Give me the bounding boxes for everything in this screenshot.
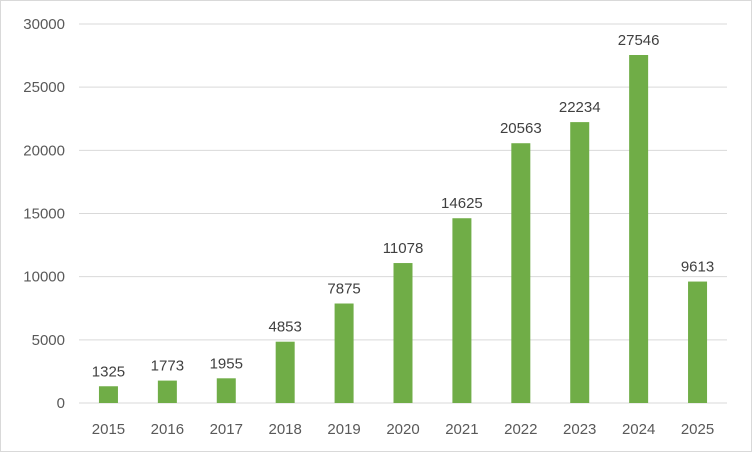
y-tick-label: 5000	[32, 332, 65, 349]
data-label: 11078	[383, 240, 424, 257]
x-tick-label: 2015	[92, 421, 125, 438]
x-tick-label: 2018	[268, 421, 301, 438]
y-tick-label: 30000	[23, 16, 65, 33]
bar	[629, 55, 649, 404]
data-label: 20563	[500, 120, 542, 137]
x-tick-label: 2023	[563, 421, 596, 438]
data-label: 22234	[559, 99, 601, 116]
bar	[275, 341, 295, 403]
x-tick-label: 2020	[386, 421, 419, 438]
x-tick-label: 2022	[504, 421, 537, 438]
x-tick-label: 2024	[622, 421, 655, 438]
bar	[334, 303, 354, 403]
data-label: 7875	[327, 281, 360, 298]
bar	[688, 281, 708, 403]
data-label: 14625	[441, 195, 483, 212]
bar	[570, 122, 590, 403]
y-tick-label: 20000	[23, 142, 65, 159]
bar	[452, 218, 472, 403]
x-tick-label: 2017	[210, 421, 243, 438]
x-tick-label: 2016	[151, 421, 184, 438]
bar	[393, 263, 413, 403]
data-label: 27546	[618, 32, 660, 49]
data-label: 1773	[151, 358, 184, 375]
x-tick-label: 2025	[681, 421, 714, 438]
bar	[157, 380, 177, 403]
bar	[216, 378, 236, 403]
y-tick-label: 15000	[23, 206, 65, 223]
y-tick-label: 0	[57, 395, 65, 412]
y-tick-label: 10000	[23, 269, 65, 286]
x-tick-label: 2021	[445, 421, 478, 438]
data-label: 9613	[681, 259, 714, 276]
y-tick-label: 25000	[23, 79, 65, 96]
bar	[511, 143, 531, 403]
data-label: 4853	[268, 319, 301, 336]
x-tick-label: 2019	[327, 421, 360, 438]
data-label: 1955	[210, 355, 243, 372]
bar	[98, 386, 118, 403]
data-label: 1325	[92, 363, 125, 380]
